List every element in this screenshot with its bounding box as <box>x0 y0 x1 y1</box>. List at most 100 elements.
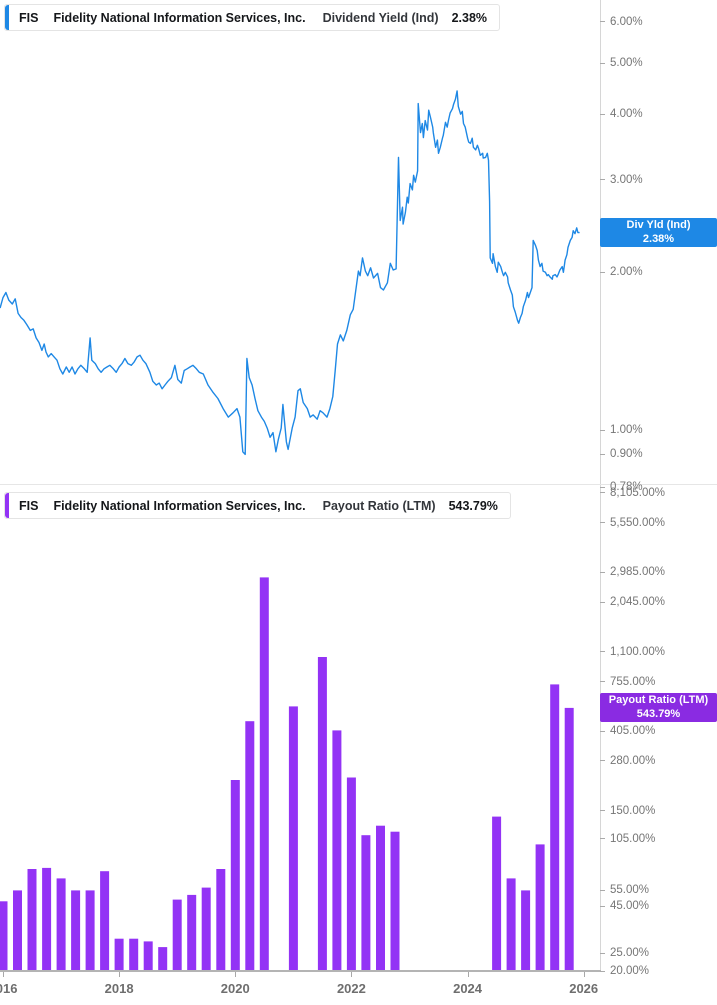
y-tick-label: 755.00% <box>610 675 656 688</box>
y-tick-mark <box>600 838 605 840</box>
series-accent-bar <box>5 5 9 30</box>
payout-ratio-bar <box>361 835 371 971</box>
payout-ratio-bar-chart[interactable] <box>0 488 600 971</box>
payout-ratio-bar <box>550 684 560 971</box>
y-tick-label: 6.00% <box>610 15 643 28</box>
x-tick-mark <box>583 972 585 977</box>
series-accent-bar <box>5 493 9 518</box>
y-tick-label: 5,550.00% <box>610 516 665 529</box>
payout-ratio-bar <box>187 894 197 971</box>
x-tick-mark <box>467 972 469 977</box>
metric-name: Payout Ratio (LTM) <box>322 498 436 513</box>
x-tick-label: 2022 <box>336 981 366 996</box>
y-tick-label: 2,045.00% <box>610 596 665 609</box>
x-tick-label: 2020 <box>220 981 250 996</box>
x-tick-label: 2026 <box>569 981 599 996</box>
y-tick-label: 45.00% <box>610 900 650 913</box>
y-tick-mark <box>600 453 605 455</box>
y-tick-mark <box>600 571 605 573</box>
y-tick-mark <box>600 21 605 23</box>
metric-value: 543.79% <box>448 498 498 513</box>
dividend-yield-line <box>0 90 580 456</box>
payout-ratio-bar <box>288 706 298 971</box>
y-tick-label: 25.00% <box>610 947 650 960</box>
dividend-yield-line-chart[interactable] <box>0 0 600 487</box>
y-tick-mark <box>600 429 605 431</box>
y-tick-label: 2,985.00% <box>610 566 665 579</box>
y-tick-label: 0.90% <box>610 448 643 461</box>
x-axis-baseline <box>0 970 601 972</box>
company-name: Fidelity National Information Services, … <box>53 498 306 513</box>
payout-ratio-bar <box>216 869 226 971</box>
y-tick-label: 0.78% <box>610 481 643 493</box>
y-tick-mark <box>600 970 605 972</box>
payout-ratio-bar <box>114 938 124 971</box>
y-tick-label: 2.00% <box>610 266 643 279</box>
payout-ratio-bar <box>535 844 545 971</box>
payout-ratio-bar <box>332 730 342 971</box>
payout-ratio-bar <box>129 938 139 971</box>
y-tick-mark <box>600 522 605 524</box>
payout-ratio-bar <box>346 777 356 971</box>
y-tick-label: 4.00% <box>610 108 643 121</box>
div-yld-axis-badge: Div Yld (Ind) 2.38% <box>600 218 717 248</box>
y-tick-mark <box>600 62 605 64</box>
payout-ratio-bar <box>71 890 81 971</box>
y-tick-label: 150.00% <box>610 804 656 817</box>
y-tick-mark <box>600 179 605 181</box>
payout-ratio-bar <box>85 890 95 971</box>
x-tick-label: 2018 <box>104 981 134 996</box>
y-tick-mark <box>600 271 605 273</box>
badge-label: Div Yld (Ind) <box>626 219 691 232</box>
y-tick-label: 3.00% <box>610 173 643 186</box>
y-tick-mark <box>600 113 605 115</box>
y-axis-line-bottom <box>600 488 601 971</box>
y-tick-label: 280.00% <box>610 754 656 767</box>
payout-ratio-bar <box>143 941 153 971</box>
payout-ratio-bar <box>0 901 8 971</box>
y-tick-mark <box>600 601 605 603</box>
y-tick-mark <box>600 952 605 954</box>
ticker-label: FIS <box>19 10 39 25</box>
y-tick-mark <box>600 889 605 891</box>
payout-ratio-series-chip[interactable]: FIS Fidelity National Information Servic… <box>4 492 511 519</box>
x-tick-label: 2024 <box>453 981 483 996</box>
payout-ratio-bar <box>259 577 269 971</box>
payout-ratio-bar <box>230 780 240 971</box>
company-name: Fidelity National Information Services, … <box>53 10 306 25</box>
payout-ratio-bar <box>317 657 327 971</box>
y-tick-mark <box>600 905 605 907</box>
y-tick-label: 55.00% <box>610 884 650 897</box>
y-tick-mark <box>600 730 605 732</box>
x-tick-mark <box>3 972 4 977</box>
y-tick-label: 1,100.00% <box>610 645 665 658</box>
metric-value: 2.38% <box>451 10 488 25</box>
dividend-yield-series-chip[interactable]: FIS Fidelity National Information Servic… <box>4 4 501 31</box>
y-tick-mark <box>600 760 605 762</box>
payout-ratio-bar <box>564 707 574 971</box>
payout-ratio-bar <box>172 899 182 971</box>
x-tick-mark <box>119 972 121 977</box>
metric-name: Dividend Yield (Ind) <box>322 10 439 25</box>
y-tick-label: 105.00% <box>610 832 656 845</box>
payout-ratio-bar <box>56 878 66 971</box>
y-tick-mark <box>600 681 605 683</box>
y-tick-mark <box>600 651 605 653</box>
y-tick-label: 8,105.00% <box>610 486 665 499</box>
y-tick-label: 20.00% <box>610 965 650 977</box>
y-tick-label: 5.00% <box>610 57 643 70</box>
badge-value: 543.79% <box>636 707 681 720</box>
x-tick-label: 2016 <box>0 981 18 996</box>
y-tick-label: 1.00% <box>610 424 643 437</box>
payout-ratio-bar <box>158 947 168 971</box>
y-tick-mark <box>600 810 605 811</box>
y-tick-mark <box>600 492 605 494</box>
payout-ratio-bar <box>376 825 385 971</box>
panel-divider <box>0 484 717 485</box>
badge-value: 2.38% <box>642 232 675 245</box>
payout-ratio-bar <box>521 890 531 971</box>
badge-label: Payout Ratio (LTM) <box>608 694 709 707</box>
payout-ratio-bar <box>245 721 255 971</box>
payout-ratio-bar <box>100 871 110 971</box>
